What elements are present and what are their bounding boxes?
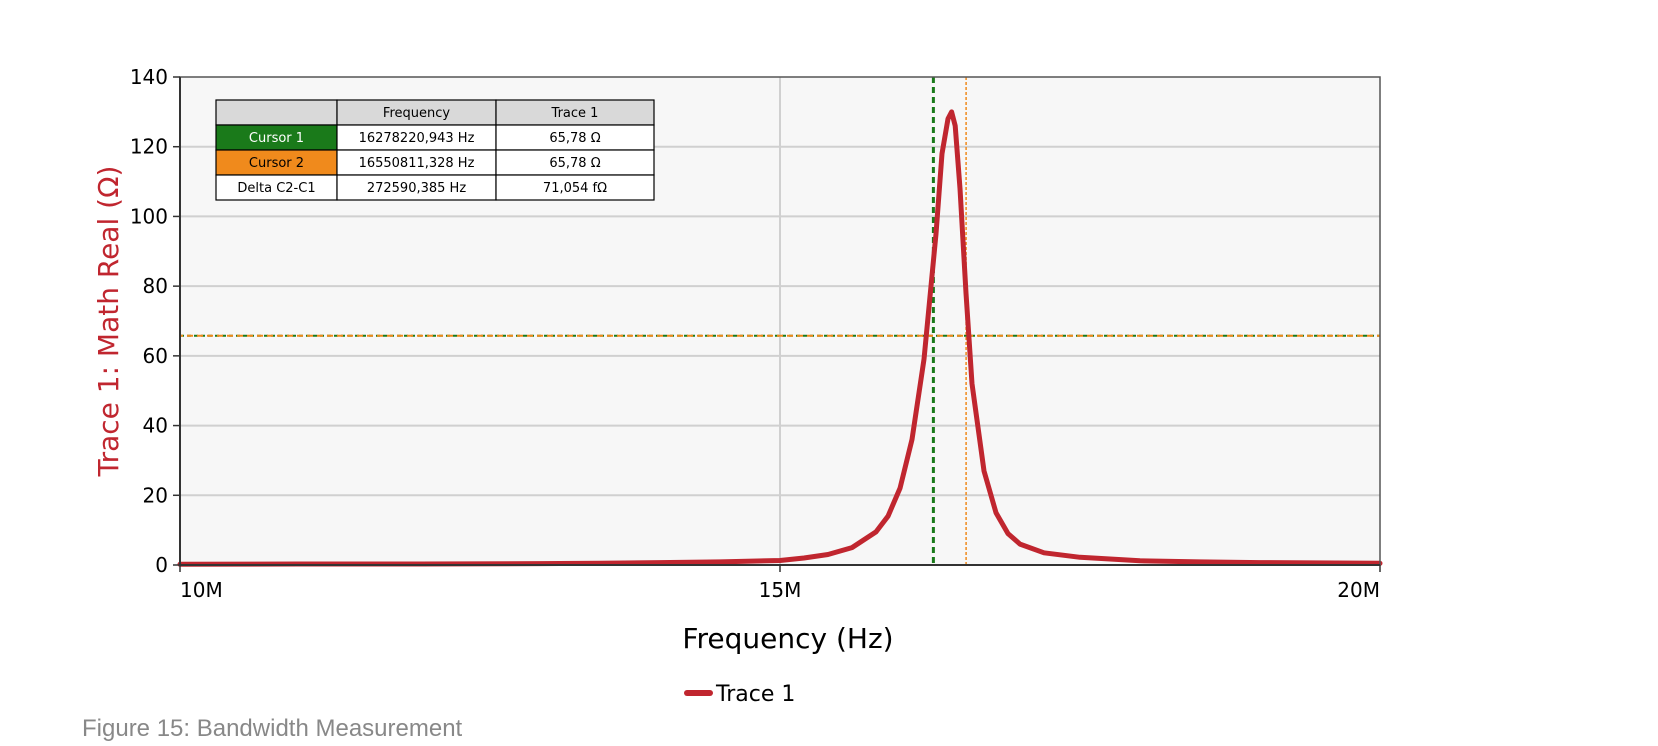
y-axis-title: Trace 1: Math Real (Ω)	[92, 166, 125, 478]
grid-lines	[180, 77, 1380, 565]
table-cell	[336, 174, 497, 201]
figure-caption: Figure 15: Bandwidth Measurement	[82, 715, 463, 742]
table-cell-text: 16278220,943 Hz	[359, 131, 475, 146]
table-cell	[215, 149, 338, 176]
table-cell	[495, 174, 655, 201]
y-tick-label: 120	[130, 135, 168, 159]
table-cell-text: 65,78 Ω	[549, 131, 600, 146]
table-cell	[215, 174, 338, 201]
x-axis-title: Frequency (Hz)	[682, 622, 893, 655]
table-header: Frequency	[383, 106, 450, 121]
y-tick-label: 140	[130, 65, 168, 89]
x-tick-label: 10M	[180, 578, 223, 602]
table-cell-text: 272590,385 Hz	[367, 181, 466, 196]
y-tick-label: 100	[130, 204, 168, 228]
cursor-table: Frequency Trace 1 Cursor 1 16278220,943 Hz 6…	[215, 99, 655, 201]
table-cell-text: 65,78 Ω	[549, 156, 600, 171]
legend-label-trace-1: Trace 1	[715, 682, 795, 707]
table-cell-text: 16550811,328 Hz	[359, 156, 475, 171]
table-cell	[495, 124, 655, 151]
x-tick-label: 15M	[759, 578, 802, 602]
x-tick-label: 20M	[1337, 578, 1380, 602]
trace-1-line	[177, 109, 1383, 567]
y-tick-label: 0	[155, 553, 168, 577]
table-cell	[215, 99, 338, 126]
table-cell	[495, 149, 655, 176]
table-cell-text: Delta C2-C1	[237, 181, 315, 196]
table-cell-text: 71,054 fΩ	[543, 181, 607, 196]
table-cell-text: Cursor 2	[249, 156, 304, 171]
legend[interactable]: Trace 1	[684, 682, 795, 707]
table-cell-text: Cursor 1	[249, 131, 304, 146]
table-header: Trace 1	[551, 106, 599, 121]
y-tick-label: 60	[143, 344, 168, 368]
y-tick-label: 40	[143, 414, 168, 438]
y-tick-label: 20	[143, 483, 168, 507]
cursor-lines	[180, 77, 1380, 565]
axes: 0 20 40 60 80 100 120 140 10M 15M 20M	[130, 65, 1381, 602]
table-cell	[336, 149, 497, 176]
y-tick-label: 80	[143, 274, 168, 298]
